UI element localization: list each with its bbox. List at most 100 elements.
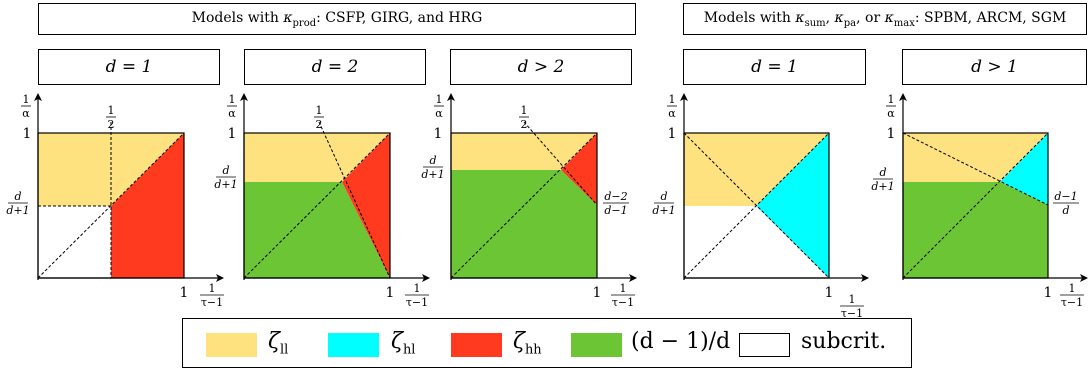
region-zeta-hh — [342, 133, 390, 278]
svg-text:α: α — [887, 107, 895, 120]
legend: ζll ζhl ζhh (d − 1)/d subcrit. — [182, 318, 912, 368]
svg-text:d+1: d+1 — [871, 180, 894, 193]
svg-text:d: d — [429, 154, 436, 167]
panel-4 — [680, 93, 869, 282]
panel-2 — [240, 93, 430, 282]
legend-swatch-dm1-over-d — [571, 333, 622, 357]
svg-text:1: 1 — [521, 104, 528, 117]
axis-labels: 1α 1α 1α 1α 1α 1 1 1 1 1 12 12 12 — [6, 93, 1084, 320]
svg-text:1: 1 — [1069, 282, 1076, 295]
legend-swatch-zeta-ll — [206, 333, 257, 357]
y-axis-label-1: 1α — [21, 93, 31, 120]
svg-text:1: 1 — [209, 282, 216, 295]
legend-label-dm1-over-d: (d − 1)/d — [631, 329, 731, 354]
svg-text:1: 1 — [108, 104, 115, 117]
half-label-2: 12 — [314, 104, 324, 131]
svg-text:τ−1: τ−1 — [841, 307, 863, 320]
svg-text:1: 1 — [316, 104, 323, 117]
region-dm1-over-d — [451, 170, 597, 278]
y-tick-one-2: 1 — [228, 126, 237, 142]
svg-text:d: d — [660, 190, 667, 203]
legend-swatch-subcritical — [739, 333, 790, 357]
svg-text:1: 1 — [888, 93, 895, 106]
y-tick-one-5: 1 — [887, 126, 896, 142]
svg-text:α: α — [668, 107, 676, 120]
panel-title-4: d = 1 — [683, 49, 866, 85]
x-tick-one-2: 1 — [386, 285, 395, 301]
region-zeta-ll — [451, 133, 597, 170]
svg-text:2: 2 — [108, 118, 115, 131]
dd1-label-5: dd+1 — [871, 166, 894, 193]
panel-5 — [899, 93, 1088, 282]
panel-title-1: d = 1 — [38, 49, 220, 85]
svg-text:2: 2 — [521, 118, 528, 131]
panel-1 — [34, 93, 224, 282]
svg-text:1: 1 — [229, 93, 236, 106]
svg-text:d+1: d+1 — [214, 178, 237, 191]
y-axis-label-5: 1α — [886, 93, 896, 120]
region-subcritical — [684, 206, 829, 278]
y-tick-one-4: 1 — [668, 126, 677, 142]
y-axis-label-3: 1α — [434, 93, 444, 120]
x-axis-label-1: 1τ−1 — [200, 282, 224, 309]
svg-text:d+1: d+1 — [421, 168, 444, 181]
svg-text:d: d — [879, 166, 886, 179]
dd1-label-4: dd+1 — [652, 190, 675, 217]
region-zeta-hh — [561, 133, 597, 205]
svg-text:d−2: d−2 — [604, 190, 627, 203]
x-axis-label-3: 1τ−1 — [611, 282, 635, 309]
region-dm1-over-d — [903, 182, 1048, 278]
svg-text:d+1: d+1 — [652, 204, 675, 217]
svg-text:d: d — [222, 164, 229, 177]
region-zeta-ll — [244, 133, 390, 182]
header-other-text: Models with κsum, κpa, or κmax: SPBM, AR… — [703, 9, 1067, 29]
half-label-1: 12 — [106, 104, 116, 131]
panel-title-3: d > 2 — [450, 49, 632, 85]
svg-text:α: α — [22, 107, 30, 120]
y-axis-label-2: 1α — [227, 93, 237, 120]
dd1-label-2: dd+1 — [214, 164, 237, 191]
svg-text:1: 1 — [414, 282, 421, 295]
dm1-label-5: d−1d — [1053, 190, 1079, 217]
legend-label-zeta-hl: ζhl — [391, 329, 416, 358]
x-tick-one-1: 1 — [180, 285, 189, 301]
x-tick-one-5: 1 — [1044, 285, 1053, 301]
legend-swatch-zeta-hh — [451, 333, 502, 357]
legend-label-zeta-ll: ζll — [268, 329, 289, 358]
svg-text:1: 1 — [669, 93, 676, 106]
x-tick-one-3: 1 — [593, 285, 602, 301]
dd1-label-1: dd+1 — [6, 190, 29, 217]
svg-text:d: d — [1062, 204, 1069, 217]
y-tick-one-3: 1 — [434, 126, 443, 142]
header-prod-text: Models with κprod: CSFP, GIRG, and HRG — [191, 9, 483, 29]
svg-text:τ−1: τ−1 — [612, 296, 634, 309]
y-axis-label-4: 1α — [667, 93, 677, 120]
region-zeta-ll — [903, 133, 1048, 182]
panel-title-2: d = 2 — [244, 49, 426, 85]
legend-swatch-zeta-hl — [328, 333, 379, 357]
svg-text:τ−1: τ−1 — [406, 296, 428, 309]
svg-text:1: 1 — [436, 93, 443, 106]
svg-text:τ−1: τ−1 — [201, 296, 223, 309]
half-label-3: 12 — [519, 104, 529, 131]
panel-3 — [447, 93, 637, 282]
region-zeta-ll — [684, 133, 829, 206]
svg-text:d−1: d−1 — [604, 204, 627, 217]
x-axis-label-4: 1τ−1 — [840, 293, 864, 320]
panel-title-5: d > 1 — [902, 49, 1087, 85]
region-dm1-over-d — [244, 182, 390, 278]
x-axis-label-5: 1τ−1 — [1060, 282, 1084, 309]
svg-text:1: 1 — [849, 293, 856, 306]
x-axis-label-2: 1τ−1 — [405, 282, 429, 309]
svg-text:2: 2 — [316, 118, 323, 131]
header-prod-models: Models with κprod: CSFP, GIRG, and HRG — [38, 3, 636, 35]
region-zeta-hh — [111, 133, 184, 278]
svg-text:α: α — [435, 107, 443, 120]
svg-text:1: 1 — [620, 282, 627, 295]
svg-text:d: d — [14, 190, 21, 203]
dm2-label-3: d−2d−1 — [603, 190, 629, 217]
legend-label-subcritical: subcrit. — [801, 329, 887, 354]
svg-text:d−1: d−1 — [1054, 190, 1077, 203]
region-zeta-hl — [756, 133, 829, 278]
